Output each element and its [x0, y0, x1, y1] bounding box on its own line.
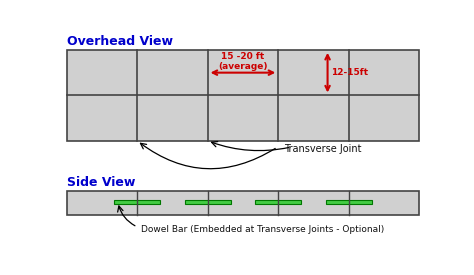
Text: Side View: Side View [67, 176, 136, 189]
Bar [255, 200, 301, 204]
Text: 12-15ft: 12-15ft [331, 68, 369, 77]
Bar [66, 50, 419, 141]
Text: Overhead View: Overhead View [67, 35, 173, 48]
Text: 15 -20 ft
(average): 15 -20 ft (average) [218, 52, 268, 71]
Text: Dowel Bar (Embedded at Transverse Joints - Optional): Dowel Bar (Embedded at Transverse Joints… [141, 225, 384, 234]
Bar [66, 191, 419, 216]
Bar [184, 200, 231, 204]
Text: Transverse Joint: Transverse Joint [284, 144, 361, 153]
Bar [326, 200, 372, 204]
Bar [114, 200, 160, 204]
